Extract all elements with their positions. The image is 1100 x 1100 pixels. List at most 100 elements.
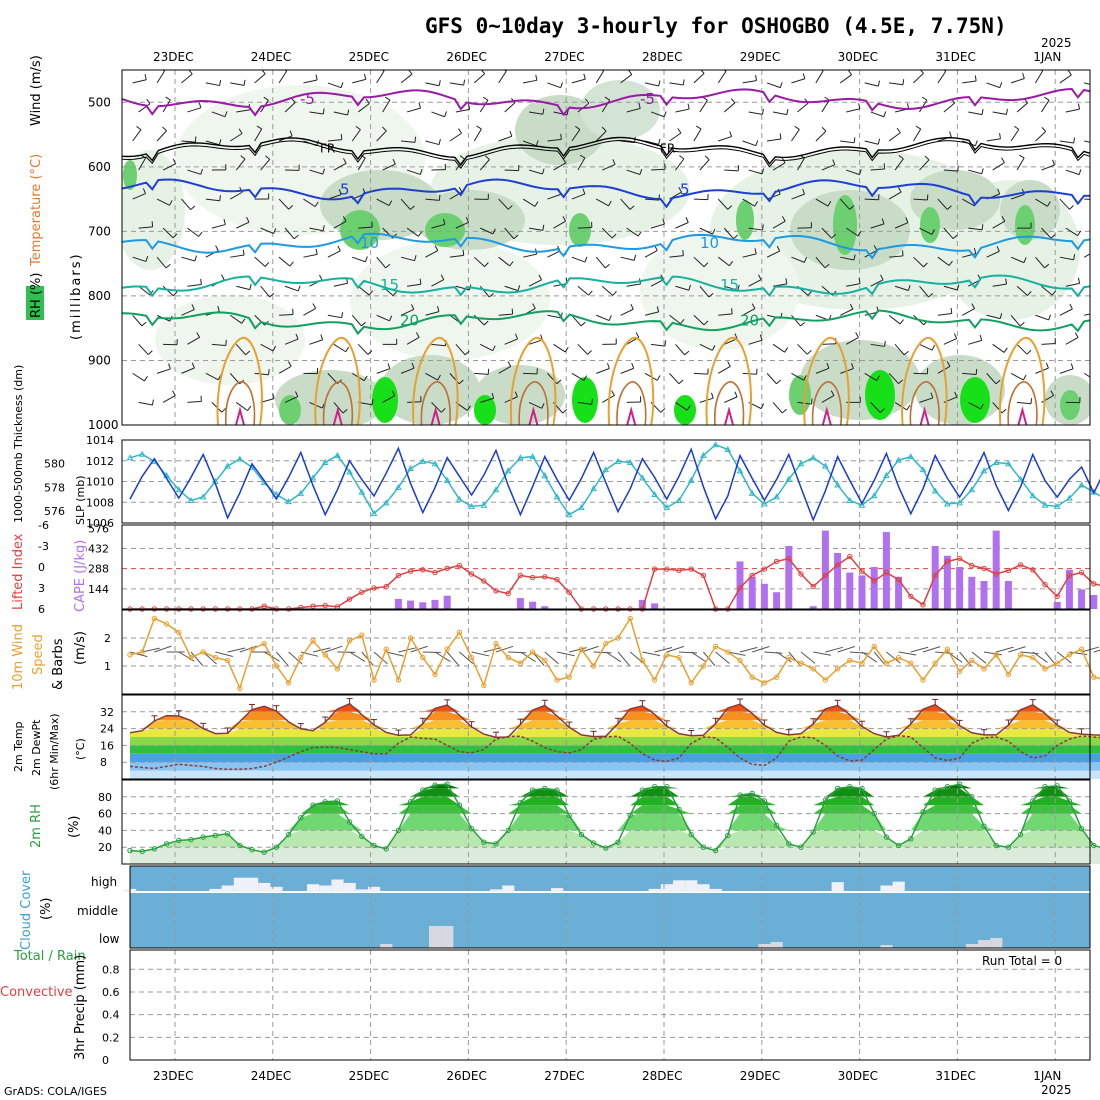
wind-barb-flag [638,102,641,109]
wind-barb [888,373,899,384]
wind-barb [821,164,836,171]
wind-barb [504,227,515,240]
thickness-series-point [773,493,780,500]
wind-barb [254,372,269,376]
wind-barb-flag [831,233,836,239]
rh-series-point [1091,842,1097,849]
wind-barb [553,343,566,353]
wind-barb-flag [580,321,586,327]
wind-barb-flag [996,245,1000,252]
wind-speed-series-point [371,677,377,683]
rh-series-point [822,797,829,803]
wind-barb [547,138,562,142]
wind-10m-barb [129,651,148,658]
thickness-series-point [517,454,524,461]
thickness-series-point [1017,475,1024,482]
wind-barb-flag [591,398,594,405]
wind-barb [1010,372,1024,381]
wind-barb-flag [730,98,736,104]
wind-barb [309,169,323,175]
wind-barb-flag [322,225,325,231]
rh-series-point [383,846,389,852]
cloud-high-bar [221,885,234,892]
wind-barb-flag [877,80,881,87]
wind-barb-flag [392,291,398,296]
wind-barb-flag [807,290,813,296]
lifted-index-series-point [1030,567,1036,573]
wind-barb-flag [365,256,368,262]
cape-bar [748,576,756,609]
wind-barb [620,74,633,84]
lifted-index-series-point [371,585,377,591]
wind-barb [309,339,323,345]
rh-series-point [615,839,621,845]
precip-tick: 0.6 [102,986,120,999]
wind-speed-series-point [554,677,560,683]
wind-barb [742,308,756,316]
wind-barb-flag [145,255,149,262]
wind-barb [962,198,975,207]
wind-barb [138,103,151,113]
wind-speed-series-point [432,671,438,678]
top-date-6: 29DEC [740,50,780,64]
wind-barb-flag [855,332,859,338]
wind-barb-flag [686,405,691,411]
wind-barb [693,256,705,268]
wind-10m-barb [617,651,631,667]
wind-10m-barb [727,651,746,656]
cloud-high-bar [270,886,283,892]
wind-barb [571,78,586,84]
wind-barb [766,138,781,142]
rh-series-point [883,834,890,840]
wind-barb-flag [1022,374,1027,381]
wind-speed-series-point [517,660,524,666]
cloud-frame [129,865,1091,949]
wind-speed-series-point [139,649,145,655]
wind-barb-flag [999,133,1001,139]
wind-barb-flag [881,218,885,225]
thickness-series-point [236,455,244,462]
wind-barb-flag [249,284,252,290]
wind-barb [1016,157,1025,171]
lifted-index-line [127,553,1100,612]
wind-barb [913,256,924,268]
isotherm-label: 5 [680,180,690,198]
wind-barb [187,107,201,113]
wind-barb-flag [1023,257,1027,263]
wind-barb [894,158,904,171]
wind-barb [357,103,370,113]
wind-barb [919,343,933,351]
wind-barb [644,82,659,87]
lifted-index-series-point [859,568,865,574]
wind-barb [815,130,827,142]
wind-barb-flag [973,248,977,254]
thickness-series-point [504,467,512,474]
wind-barb-flag [981,109,984,115]
thickness-series-point [1005,460,1012,467]
dewpt-label: 2m DewPt [30,719,43,776]
wind-10m-barb [227,647,246,653]
top-date-9: 1JAN [1033,50,1061,64]
thickness-series-point [492,486,500,493]
wind-barb-flag [147,350,153,355]
wind-10m-barb [142,647,160,653]
wind-barb [425,82,440,87]
wind-barb [864,140,879,145]
wind-barb [821,343,836,345]
wind-barb [187,227,199,237]
wind-barb-flag [611,390,615,396]
wind-barb-flag [930,392,934,399]
thickness-series-point [968,486,976,493]
wind-barb-flag [438,139,441,145]
thickness-series-point [456,495,463,502]
wind-barb-flag [700,70,705,74]
thickness-series-point [712,441,719,448]
wind-10m-barb [983,651,1002,656]
wind-barb-flag [604,263,610,269]
wind-speed-series-point [1030,654,1036,661]
wind-barb [473,73,486,84]
rh-series-point [847,784,853,790]
rh-series-point [566,812,572,818]
rh-band [130,813,1100,831]
wind-barb-flag [902,79,905,85]
